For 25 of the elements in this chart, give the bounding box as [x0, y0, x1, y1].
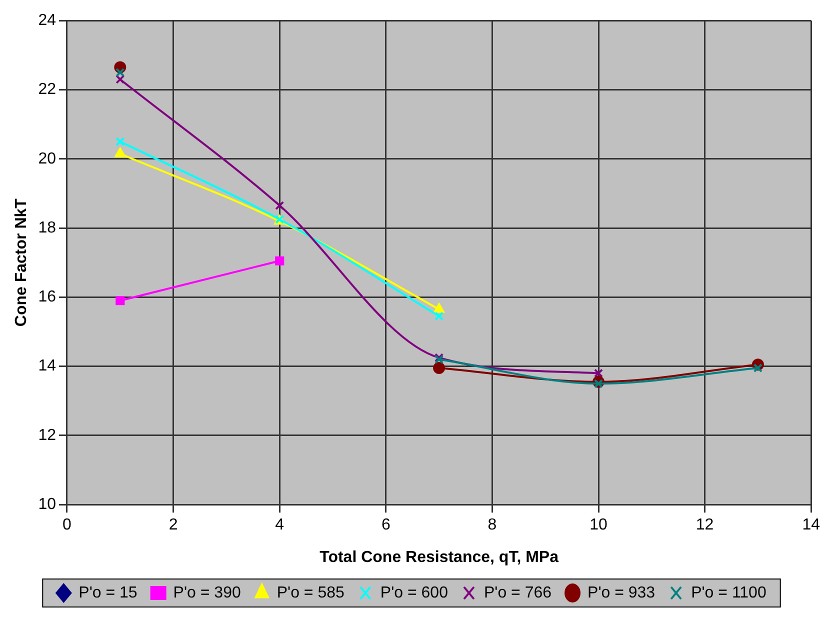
x-tick-label: 10: [590, 516, 608, 534]
y-tick-label: 10: [38, 496, 56, 514]
x-tick-label: 8: [488, 516, 497, 534]
x-tick-label: 4: [275, 516, 284, 534]
x-tick-label: 2: [168, 516, 178, 534]
legend-label: P'o = 15: [78, 584, 138, 602]
y-tick-label: 22: [38, 81, 56, 98]
y-tick-label: 14: [38, 358, 56, 375]
x-axis-title: Total Cone Resistance, qT, MPa: [320, 548, 559, 566]
x-tick-label: 6: [381, 516, 390, 534]
y-tick-label: 16: [38, 288, 56, 306]
y-tick-label: 18: [38, 219, 56, 236]
x-tick-label: 0: [62, 516, 72, 534]
legend-label: P'o = 766: [484, 584, 552, 602]
y-tick-label: 20: [38, 150, 56, 168]
x-tick-label: 14: [802, 516, 820, 534]
legend-label: P'o = 933: [588, 584, 656, 602]
legend-label: P'o = 585: [276, 584, 345, 602]
legend-label: P'o = 390: [173, 584, 241, 602]
legend-label: P'o = 600: [380, 584, 448, 602]
y-axis-title: Cone Factor NkT: [13, 198, 30, 327]
y-tick-label: 12: [38, 426, 56, 444]
legend-label: P'o = 1100: [691, 584, 766, 602]
x-tick-label: 12: [696, 516, 714, 534]
y-tick-label: 24: [38, 12, 56, 30]
